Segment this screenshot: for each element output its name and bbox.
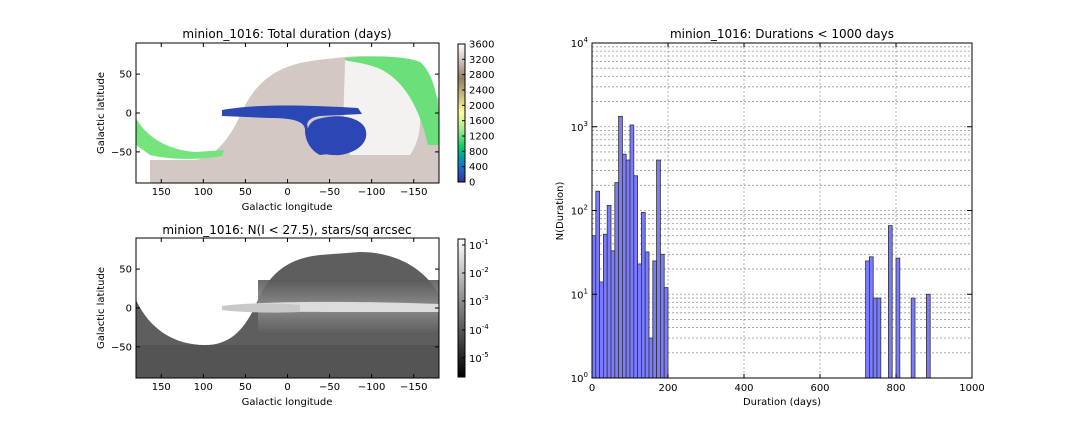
stars-colorbar-ticks: 10-1 10-2 10-3 10-4 10-5 [462, 238, 489, 365]
histogram-bar [656, 159, 661, 379]
histogram-bar [622, 153, 627, 379]
histogram-bar [910, 297, 916, 379]
map-xtick-label: −150 [400, 382, 427, 393]
duration-colorbar-ticks: 3600 3200 2800 2400 2000 1600 1200 800 400 0 [462, 40, 494, 189]
map-xtick-label: −50 [319, 187, 340, 198]
stars-map-panel: minion_1016: N(I < 27.5), stars/sq arcse… [96, 223, 489, 408]
histogram-bar [641, 211, 646, 379]
stars-map-image [136, 238, 439, 378]
histogram-xtick-label: 600 [810, 383, 829, 394]
histogram-bar [595, 190, 600, 379]
histogram-grid [592, 43, 972, 378]
colorbar-tick-label: 1200 [469, 132, 494, 143]
stars-map-title: minion_1016: N(I < 27.5), stars/sq arcse… [162, 223, 411, 237]
duration-map-ticks: 150 100 50 0 −50 −100 −150 50 0 −50 [111, 43, 439, 198]
colorbar-tick-label: 10-2 [469, 266, 489, 280]
histogram-bar [610, 250, 616, 379]
map-xtick-label: 150 [152, 187, 171, 198]
histogram-ytick-label: 103 [571, 120, 588, 134]
colorbar-tick-label: 2400 [469, 86, 494, 97]
histogram-bar [637, 263, 642, 379]
histogram-bar [876, 297, 882, 379]
histogram-bar [648, 337, 654, 379]
histogram-bar [660, 253, 665, 379]
histogram-xtick-label: 1000 [959, 383, 984, 394]
histogram-bar [599, 281, 604, 379]
histogram-xtick-label: 0 [589, 383, 595, 394]
duration-histogram: minion_1016: Durations < 1000 days 0 200 4… [555, 27, 985, 408]
colorbar-tick-label: 10-5 [469, 351, 489, 365]
map-ytick-label: −50 [111, 342, 132, 353]
colorbar-tick-label: 10-3 [469, 294, 489, 308]
histogram-xlabel: Duration (days) [743, 397, 821, 408]
colorbar-tick-label: 0 [469, 178, 475, 189]
histogram-ylabel: N(Duration) [555, 182, 566, 241]
histogram-bar [869, 256, 874, 379]
map-xtick-label: −100 [358, 382, 385, 393]
histogram-bar [644, 251, 650, 379]
colorbar-tick-label: 1600 [469, 116, 494, 127]
duration-map-image [136, 43, 439, 183]
histogram-bar [865, 260, 870, 379]
duration-map-title: minion_1016: Total duration (days) [182, 27, 391, 41]
stars-map-ylabel: Galactic latitude [96, 267, 107, 349]
histogram-bar [663, 287, 669, 379]
histogram-bar [614, 182, 619, 379]
map-xtick-label: −150 [400, 187, 427, 198]
map-xtick-label: 0 [284, 187, 290, 198]
histogram-title: minion_1016: Durations < 1000 days [670, 27, 894, 41]
map-xtick-label: 100 [194, 382, 213, 393]
colorbar-tick-label: 3600 [469, 40, 494, 51]
map-xtick-label: 100 [194, 187, 213, 198]
histogram-bar [888, 225, 893, 379]
map-ytick-label: 50 [119, 265, 132, 276]
stars-map-xlabel: Galactic longitude [242, 397, 333, 408]
map-ytick-label: 50 [119, 70, 132, 81]
histogram-bar [603, 233, 608, 379]
colorbar-tick-label: 3200 [469, 55, 494, 66]
map-xtick-label: −50 [319, 382, 340, 393]
histogram-bar [633, 175, 638, 379]
histogram-bar [652, 260, 657, 379]
histogram-bar [872, 297, 878, 379]
map-ytick-label: −50 [111, 147, 132, 158]
colorbar-tick-label: 10-4 [469, 323, 489, 337]
histogram-bar [618, 115, 623, 379]
histogram-xtick-label: 800 [886, 383, 905, 394]
map-xtick-label: −100 [358, 187, 385, 198]
map-ytick-label: 0 [126, 304, 132, 315]
histogram-xtick-label: 400 [734, 383, 753, 394]
colorbar-tick-label: 2000 [469, 101, 494, 112]
map-xtick-label: 0 [284, 382, 290, 393]
duration-map-ylabel: Galactic latitude [96, 72, 107, 154]
map-ytick-label: 0 [126, 109, 132, 120]
stars-map-ticks: 150 100 50 0 −50 −100 −150 50 0 −50 [111, 238, 439, 393]
colorbar-tick-label: 2800 [469, 70, 494, 81]
histogram-bars [591, 115, 931, 379]
duration-map-xlabel: Galactic longitude [242, 202, 333, 213]
histogram-ytick-label: 104 [571, 36, 589, 50]
histogram-bar [625, 159, 631, 379]
histogram-bar [895, 257, 901, 379]
duration-colorbar [457, 43, 466, 183]
histogram-ytick-label: 102 [571, 204, 588, 218]
map-xtick-label: 50 [239, 187, 252, 198]
histogram-bar [926, 293, 931, 379]
duration-map-panel: minion_1016: Total duration (days) Galac… [96, 27, 494, 213]
stars-colorbar [457, 238, 466, 378]
histogram-bar [629, 124, 635, 379]
map-xtick-label: 50 [239, 382, 252, 393]
colorbar-tick-label: 400 [469, 162, 488, 173]
histogram-ytick-label: 100 [571, 371, 588, 385]
histogram-xtick-label: 200 [658, 383, 677, 394]
histogram-ytick-label: 101 [571, 287, 588, 301]
colorbar-tick-label: 10-1 [469, 238, 489, 252]
map-xtick-label: 150 [152, 382, 171, 393]
colorbar-tick-label: 800 [469, 147, 488, 158]
histogram-bar [591, 235, 597, 379]
histogram-bar [606, 205, 612, 379]
histogram-ticks: 0 200 400 600 800 1000 100 101 102 103 104 [571, 36, 985, 394]
